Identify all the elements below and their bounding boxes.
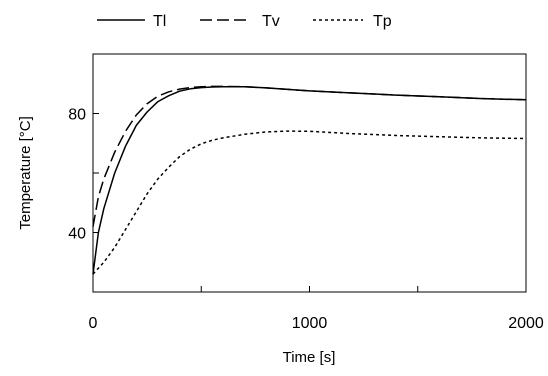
series-line-tp (92, 130, 527, 275)
x-tick-label: 1000 (292, 315, 328, 332)
legend-label-tp: Tp (373, 13, 392, 30)
series-line-tv (92, 85, 527, 227)
legend: Tl Tv Tp (97, 13, 392, 30)
legend-label-tv: Tv (262, 13, 280, 30)
axis-ticks: 0 1000 2000 40 80 (68, 107, 544, 333)
series-line-tl (92, 85, 527, 275)
y-axis-label: Temperature [°C] (17, 116, 34, 230)
x-tick-label: 2000 (508, 315, 544, 332)
plot-frame (92, 53, 527, 293)
series-lines (92, 85, 527, 275)
x-tick-label: 0 (89, 315, 98, 332)
x-axis-label: Time [s] (283, 349, 336, 366)
y-tick-label: 40 (68, 226, 86, 243)
y-tick-label: 80 (68, 107, 86, 124)
legend-label-tl: Tl (153, 13, 166, 30)
